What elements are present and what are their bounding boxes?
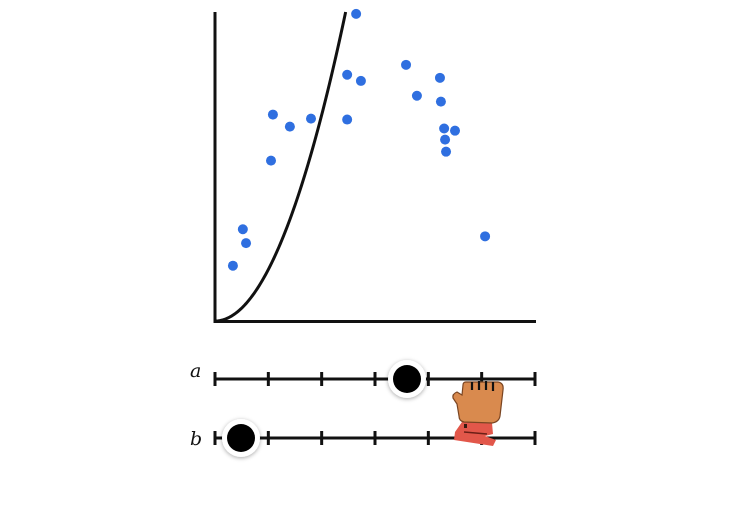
slider-a-ticks [213, 372, 537, 386]
data-point [480, 231, 491, 242]
data-point [440, 134, 451, 145]
slider-a-knob[interactable] [388, 360, 426, 398]
data-point [435, 96, 446, 107]
slider-a[interactable]: a [190, 360, 537, 398]
chart [213, 8, 536, 323]
data-point [411, 90, 422, 101]
data-point [441, 146, 452, 157]
data-point [434, 72, 445, 83]
fit-curve [214, 11, 348, 323]
data-point [439, 123, 450, 134]
data-point [237, 224, 248, 235]
data-point [342, 114, 353, 125]
data-point [266, 155, 276, 166]
data-points [227, 8, 491, 271]
data-point [284, 121, 295, 132]
data-point [267, 109, 278, 120]
data-point [401, 59, 412, 70]
data-point [306, 113, 316, 124]
data-point [355, 75, 366, 86]
data-point [450, 125, 460, 136]
data-point [227, 260, 238, 271]
data-point [241, 238, 252, 249]
data-point [351, 8, 362, 19]
slider-b-knob[interactable] [222, 419, 260, 457]
grab-hand-icon [452, 381, 504, 446]
slider-a-label: a [190, 360, 201, 382]
data-point [342, 69, 353, 80]
slider-b-label: b [190, 428, 202, 450]
